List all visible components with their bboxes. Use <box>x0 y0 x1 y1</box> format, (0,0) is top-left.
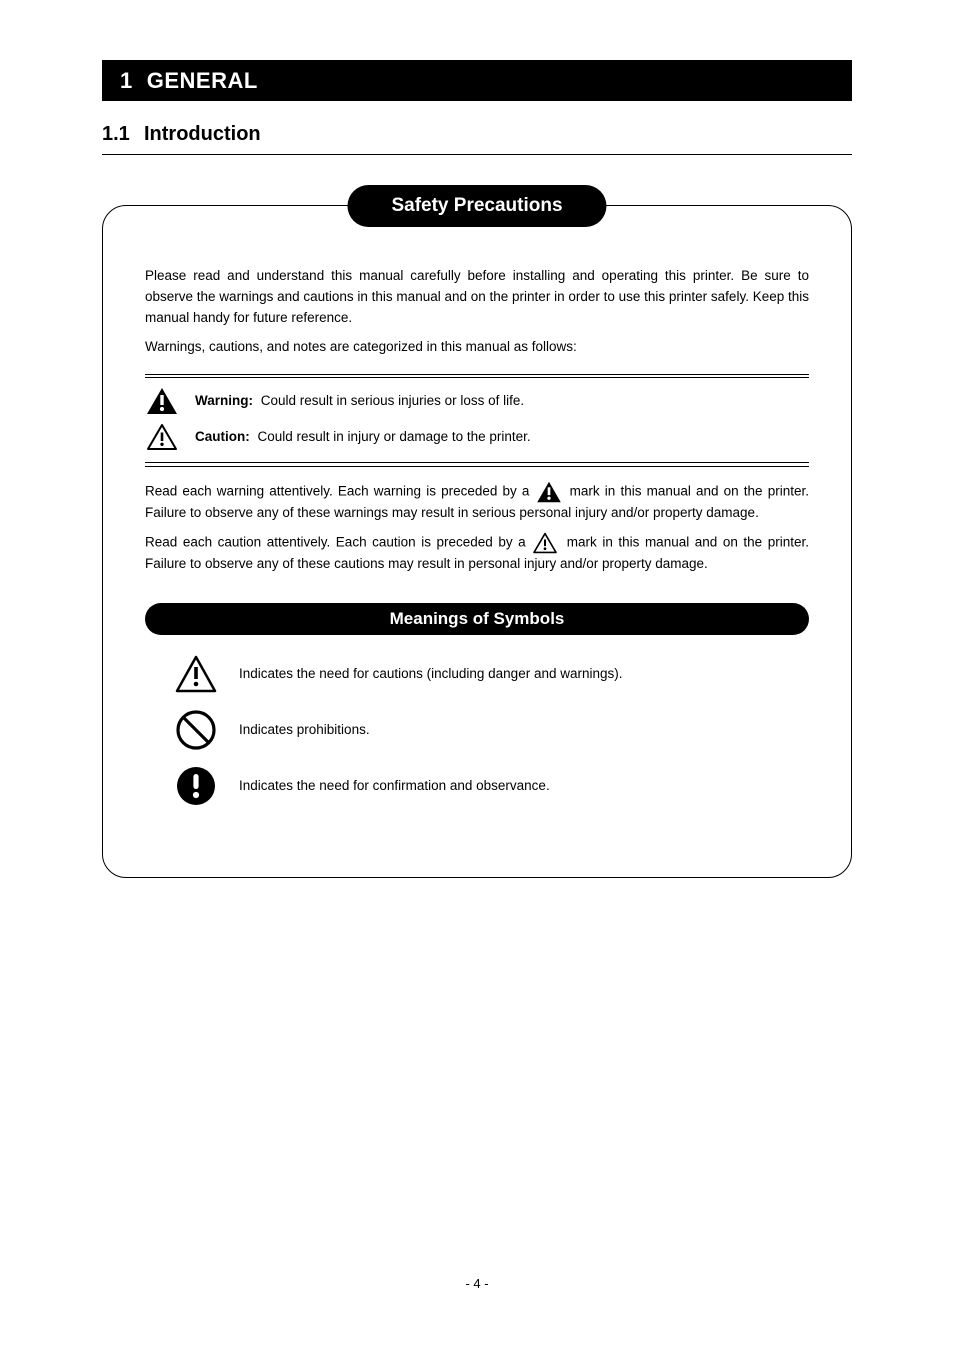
symbol-prohibit-text: Indicates prohibitions. <box>239 720 370 740</box>
caution-label: Caution: <box>195 429 250 444</box>
caution-icon <box>145 422 179 452</box>
intro-paragraph: Warnings, cautions, and notes are catego… <box>145 337 809 358</box>
chapter-bar: 1 GENERAL <box>102 60 852 101</box>
note-paragraph-caution: Read each caution attentively. Each caut… <box>145 532 809 575</box>
page: 1 GENERAL 1.1 Introduction Safety Precau… <box>0 0 954 1351</box>
caution-level-row: Caution: Could result in injury or damag… <box>145 422 809 452</box>
symbol-mandatory-text: Indicates the need for confirmation and … <box>239 776 550 796</box>
caution-icon-inline <box>531 532 561 554</box>
chapter-title: GENERAL <box>147 68 258 94</box>
safety-precautions-box: Safety Precautions Please read and under… <box>102 205 852 878</box>
symbol-caution-row: Indicates the need for cautions (includi… <box>175 653 809 695</box>
warning-icon-inline <box>535 481 565 503</box>
symbol-prohibit-row: Indicates prohibitions. <box>175 709 809 751</box>
symbol-caution-text: Indicates the need for cautions (includi… <box>239 664 623 684</box>
safety-precautions-title: Safety Precautions <box>347 185 606 227</box>
section-number: 1.1 <box>102 123 144 146</box>
intro-paragraph: Please read and understand this manual c… <box>145 266 809 329</box>
caution-text: Caution: Could result in injury or damag… <box>195 427 531 447</box>
divider <box>145 462 809 467</box>
symbols-title-bar: Meanings of Symbols <box>145 603 809 635</box>
chapter-number: 1 <box>120 68 133 94</box>
caution-icon <box>175 653 217 695</box>
note-text-prefix: Read each caution attentively. Each caut… <box>145 534 531 549</box>
divider <box>145 374 809 379</box>
caution-desc: Could result in injury or damage to the … <box>258 429 531 444</box>
note-paragraph-warning: Read each warning attentively. Each warn… <box>145 481 809 524</box>
note-text-prefix: Read each warning attentively. Each warn… <box>145 483 535 498</box>
mandatory-icon <box>175 765 217 807</box>
warning-level-row: Warning: Could result in serious injurie… <box>145 386 809 416</box>
warning-desc: Could result in serious injuries or loss… <box>261 393 524 408</box>
section-title: Introduction <box>144 123 261 146</box>
warning-text: Warning: Could result in serious injurie… <box>195 391 524 411</box>
page-number: - 4 - <box>0 1276 954 1291</box>
section-heading: 1.1 Introduction <box>102 123 852 155</box>
symbol-mandatory-row: Indicates the need for confirmation and … <box>175 765 809 807</box>
intro-text: Please read and understand this manual c… <box>145 266 809 358</box>
warning-label: Warning: <box>195 393 253 408</box>
warning-icon <box>145 386 179 416</box>
prohibit-icon <box>175 709 217 751</box>
